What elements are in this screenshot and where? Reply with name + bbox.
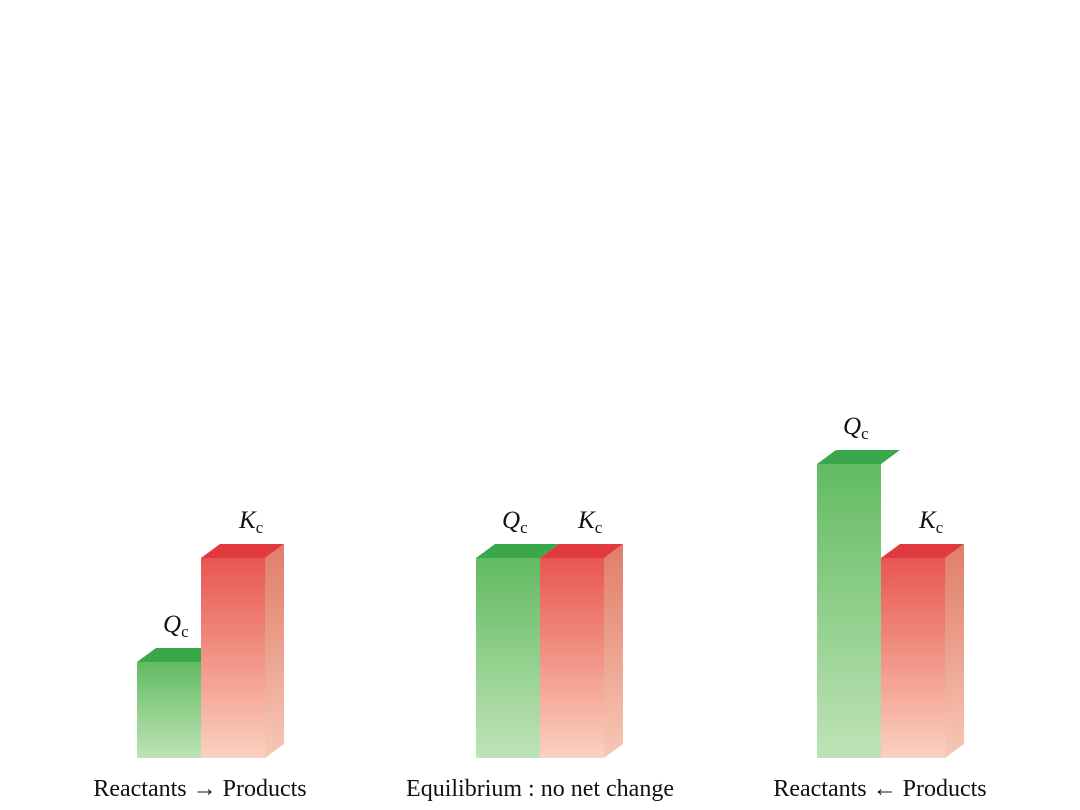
q-bar-top: [476, 544, 559, 558]
k-bar-front: [540, 558, 604, 758]
q-bar-front: [476, 558, 540, 758]
panel-2: Qc Kc Equilibrium : no net change: [406, 507, 674, 802]
panel-1: Qc Kc Reactants → Products: [93, 507, 306, 802]
k-bar-front: [201, 558, 265, 758]
panel-caption: Equilibrium : no net change: [406, 776, 674, 802]
q-bar-front: [137, 662, 201, 758]
k-label: Kc: [577, 507, 603, 537]
k-bar-top: [881, 544, 964, 558]
panel-caption: Reactants → Products: [93, 776, 306, 802]
panel-caption: Reactants ← Products: [773, 776, 986, 802]
q-bar-top: [137, 648, 220, 662]
k-bar-side: [265, 544, 284, 758]
q-bar-front: [817, 464, 881, 758]
q-label: Qc: [502, 507, 528, 537]
q-bar-top: [817, 450, 900, 464]
k-bar-top: [540, 544, 623, 558]
q-label: Qc: [843, 413, 869, 443]
k-bar-side: [604, 544, 623, 758]
panel-3: Qc Kc Reactants ← Products: [773, 413, 986, 802]
k-label: Kc: [238, 507, 264, 537]
k-bar-side: [945, 544, 964, 758]
q-label: Qc: [163, 611, 189, 641]
k-bar-front: [881, 558, 945, 758]
k-bar-top: [201, 544, 284, 558]
k-label: Kc: [918, 507, 944, 537]
